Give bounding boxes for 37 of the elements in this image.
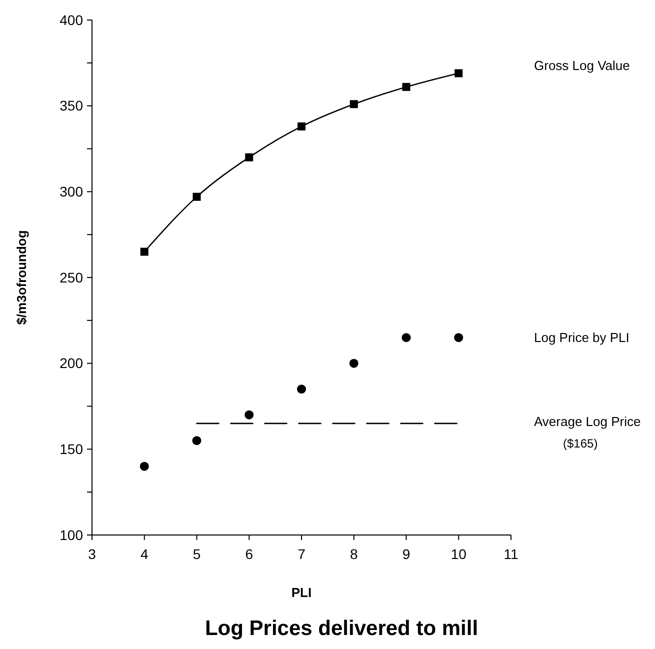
y-tick-label: 400	[60, 12, 84, 28]
point	[454, 69, 463, 78]
y-tick-label: 100	[60, 526, 84, 543]
point	[402, 82, 410, 91]
x-tick-label: 3	[88, 546, 96, 562]
point	[402, 333, 411, 342]
y-tick-label: 150	[60, 441, 84, 458]
point	[192, 192, 201, 201]
y-tick-label: 350	[60, 98, 84, 114]
x-tick-label: 9	[402, 546, 410, 562]
text: Average Log Price	[534, 414, 641, 429]
y-tick-label: 200	[60, 355, 84, 372]
point	[192, 436, 202, 446]
x-tick-label: 8	[350, 546, 358, 562]
x-tick-label: 4	[140, 546, 148, 562]
point	[245, 153, 254, 162]
x-tick-label: 7	[298, 546, 306, 562]
point	[140, 248, 148, 256]
y-tick-label: 250	[60, 269, 84, 286]
y-tick-label: 300	[60, 184, 84, 200]
point	[298, 122, 306, 130]
y-axis-title: $/m3ofroundog	[14, 230, 29, 325]
text: ($165)	[563, 436, 598, 451]
point	[244, 410, 254, 420]
x-tick-label: 11	[504, 546, 518, 562]
point	[350, 100, 358, 108]
text: Log Price by PLI	[534, 330, 630, 346]
text: Gross Log Value	[534, 58, 630, 73]
x-tick-label: 10	[450, 546, 467, 562]
x-tick-label: 5	[192, 546, 201, 562]
x-axis-title: PLI	[291, 585, 312, 600]
text: Log Prices delivered to mill	[204, 617, 478, 640]
x-tick-label: 6	[245, 546, 254, 562]
point	[297, 384, 306, 394]
point	[454, 333, 464, 342]
point	[140, 462, 149, 471]
point	[349, 358, 358, 368]
